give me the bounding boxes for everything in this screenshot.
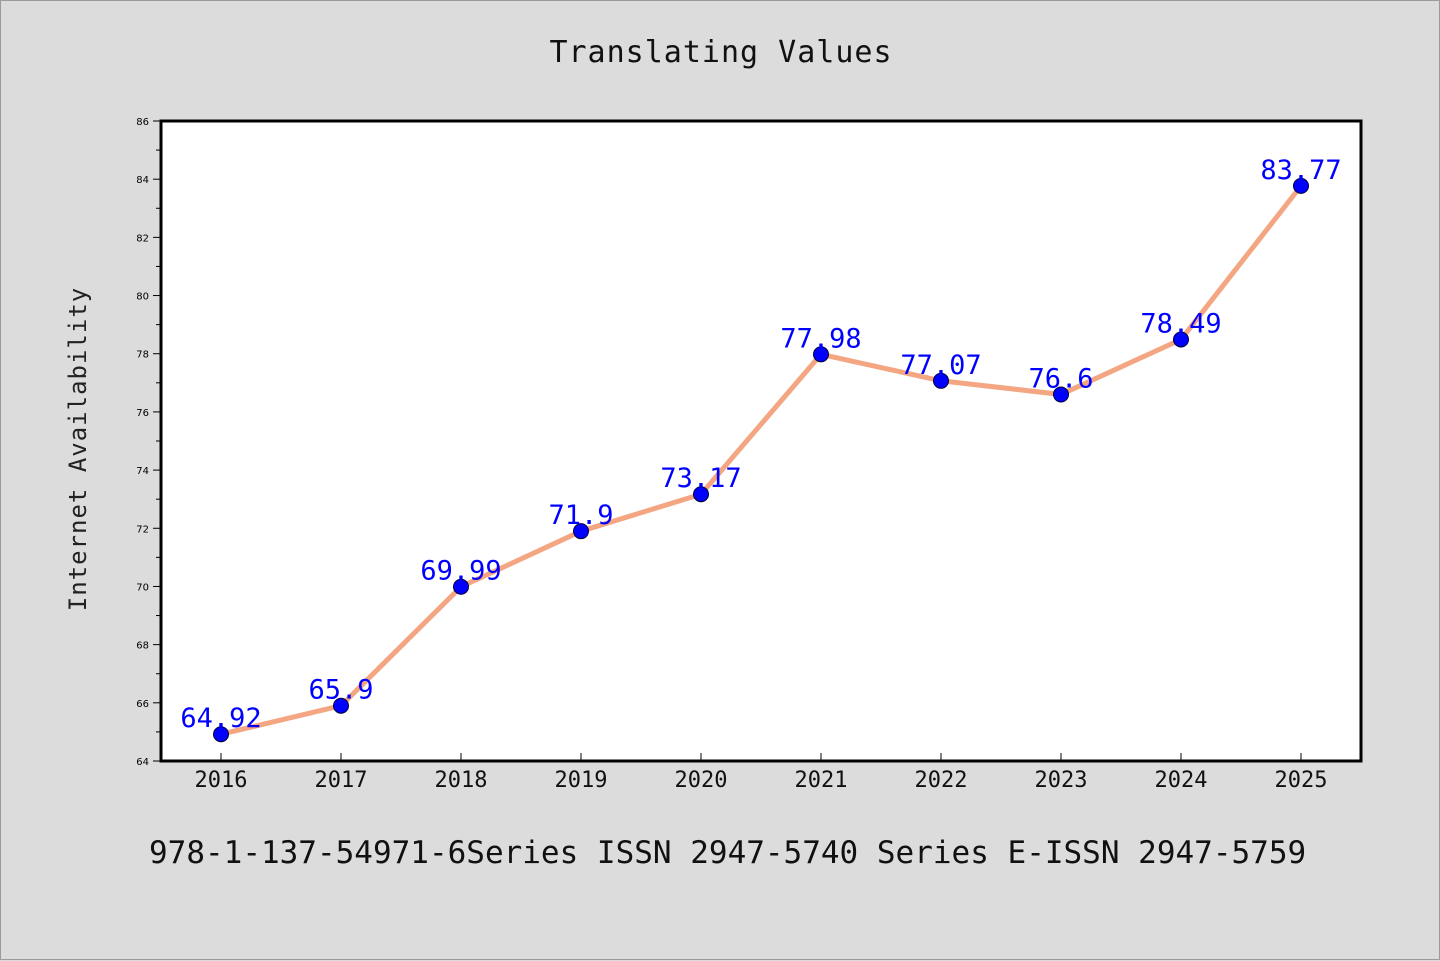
y-tick-label: 78 [136, 350, 149, 361]
data-label: 71.9 [548, 500, 613, 531]
y-tick-label: 70 [136, 582, 149, 593]
data-label: 69.99 [420, 556, 501, 587]
data-label: 64.92 [180, 703, 261, 734]
x-tick-label: 2017 [315, 768, 368, 793]
chart-title: Translating Values [549, 35, 893, 70]
data-point [333, 697, 349, 714]
x-tick-label: 2023 [1035, 768, 1088, 793]
x-tick-label: 2024 [1155, 768, 1208, 793]
y-tick-label: 76 [136, 408, 149, 419]
data-point [933, 372, 949, 389]
y-tick-label: 74 [136, 466, 149, 477]
data-point [213, 726, 229, 743]
y-tick-label: 84 [136, 175, 149, 186]
data-point [453, 578, 469, 595]
y-tick-label: 72 [136, 524, 149, 535]
data-point [1293, 177, 1309, 194]
x-tick-label: 2022 [915, 768, 968, 793]
x-tick-label: 2020 [675, 768, 728, 793]
x-tick-label: 2025 [1275, 768, 1328, 793]
y-tick-label: 64 [136, 757, 149, 768]
x-tick-label: 2018 [435, 768, 488, 793]
y-tick-label: 82 [136, 233, 149, 244]
data-label: 73.17 [660, 463, 741, 494]
data-label: 77.07 [900, 350, 981, 381]
y-tick-label: 66 [136, 699, 149, 710]
data-point [573, 523, 589, 540]
x-tick-label: 2016 [195, 768, 248, 793]
y-tick-label: 68 [136, 641, 149, 652]
data-label: 78.49 [1140, 308, 1221, 339]
footer-text: 978-1-137-54971-6Series ISSN 2947-5740 S… [149, 835, 1307, 871]
y-tick-label: 80 [136, 292, 149, 303]
y-tick-label: 86 [136, 117, 149, 128]
data-label: 76.6 [1028, 363, 1093, 394]
data-point [813, 346, 829, 363]
data-label: 65.9 [308, 675, 373, 706]
data-point [1173, 331, 1189, 348]
series-line [218, 183, 1304, 737]
x-tick-label: 2019 [555, 768, 608, 793]
plot-area [159, 119, 1363, 763]
data-label: 83.77 [1260, 155, 1341, 186]
x-tick-label: 2021 [795, 768, 848, 793]
data-label: 77.98 [780, 323, 861, 354]
data-point [1053, 386, 1069, 403]
data-point [693, 486, 709, 503]
